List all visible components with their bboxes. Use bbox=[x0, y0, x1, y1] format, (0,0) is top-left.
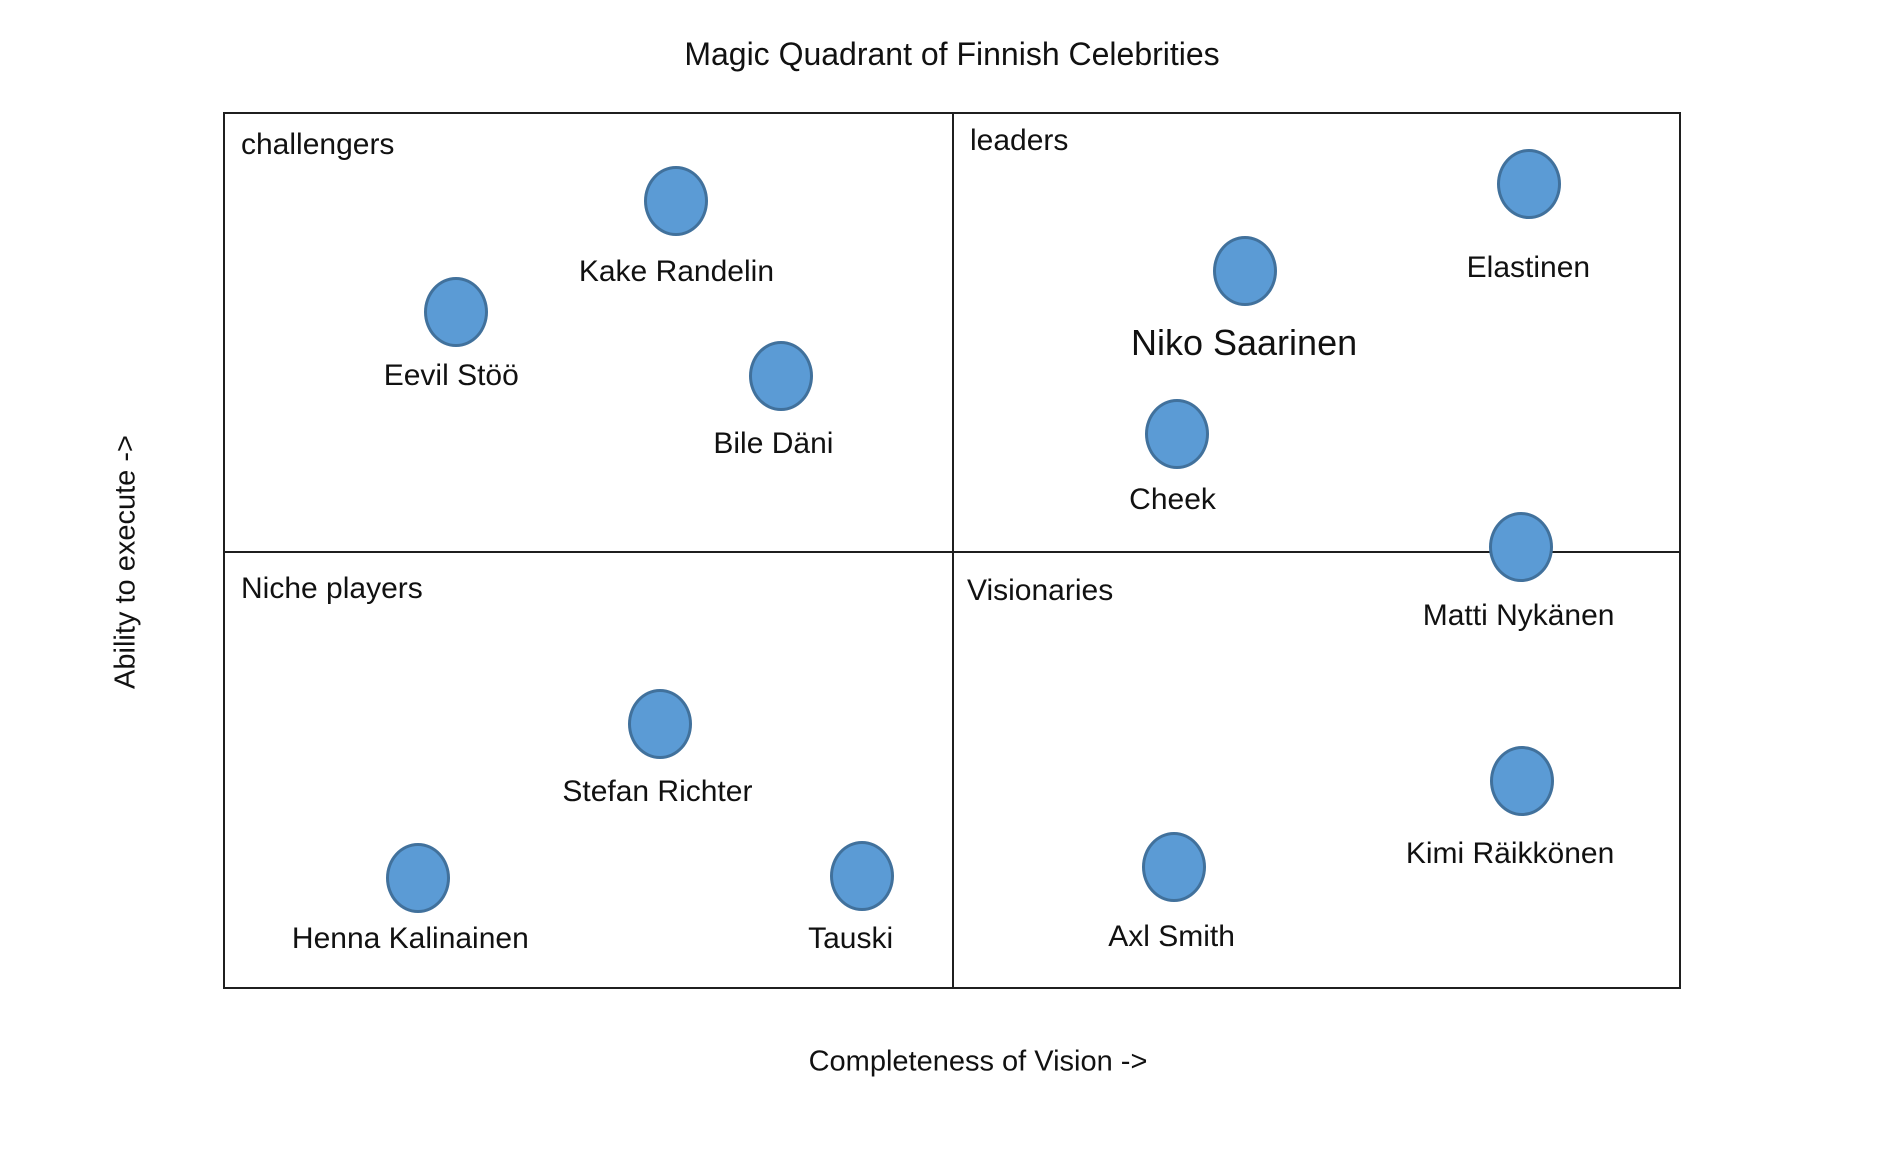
point-label: Niko Saarinen bbox=[1130, 321, 1358, 363]
point-label: Tauski bbox=[808, 921, 894, 955]
quadrant-label-niche-players: Niche players bbox=[241, 572, 423, 605]
quadrant-divider-horizontal bbox=[225, 551, 1679, 553]
data-point bbox=[749, 340, 814, 411]
point-label: Stefan Richter bbox=[562, 775, 753, 809]
point-label: Axl Smith bbox=[1108, 920, 1235, 954]
data-point bbox=[628, 689, 693, 760]
data-point bbox=[386, 842, 451, 913]
chart-title: Magic Quadrant of Finnish Celebrities bbox=[684, 36, 1220, 72]
data-point bbox=[829, 840, 894, 911]
quadrant-label-leaders: leaders bbox=[970, 124, 1069, 157]
quadrant-divider-vertical bbox=[952, 114, 954, 987]
point-label: Cheek bbox=[1129, 482, 1216, 516]
data-point bbox=[644, 165, 709, 236]
data-point bbox=[1488, 511, 1553, 582]
point-label: Kimi Räikkönen bbox=[1405, 837, 1615, 871]
data-point bbox=[424, 276, 489, 347]
point-label: Eevil Stöö bbox=[383, 358, 519, 392]
x-axis-label: Completeness of Vision -> bbox=[808, 1045, 1148, 1078]
quadrant-label-challengers: challengers bbox=[241, 128, 395, 161]
data-point bbox=[1144, 398, 1209, 469]
point-label: Elastinen bbox=[1466, 250, 1591, 284]
quadrant-label-visionaries: Visionaries bbox=[967, 574, 1114, 607]
point-label: Matti Nykänen bbox=[1422, 598, 1615, 632]
plot-area: challengers leaders Niche players Vision… bbox=[223, 112, 1681, 989]
data-point bbox=[1497, 148, 1562, 219]
y-axis-label: Ability to execute -> bbox=[109, 435, 142, 689]
point-label: Henna Kalinainen bbox=[291, 921, 529, 955]
data-point bbox=[1141, 832, 1206, 903]
point-label: Kake Randelin bbox=[578, 254, 775, 288]
data-point bbox=[1213, 235, 1278, 306]
data-point bbox=[1490, 746, 1555, 817]
point-label: Bile Däni bbox=[713, 426, 834, 460]
